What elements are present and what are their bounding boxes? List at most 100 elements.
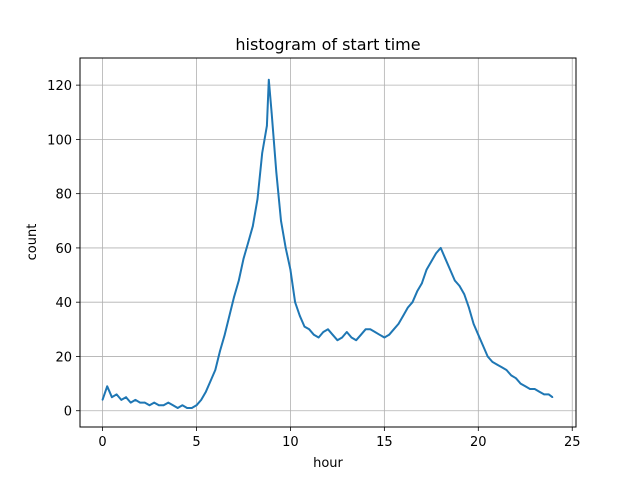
data-point bbox=[186, 407, 188, 409]
data-point bbox=[247, 241, 249, 244]
data-point bbox=[219, 350, 221, 352]
data-point bbox=[139, 401, 141, 404]
data-point bbox=[505, 369, 508, 371]
data-point bbox=[491, 361, 494, 363]
data-point bbox=[252, 225, 254, 227]
plot-frame bbox=[79, 57, 577, 428]
data-point bbox=[313, 334, 315, 336]
data-point bbox=[162, 404, 165, 407]
y-tick-label: 0 bbox=[64, 405, 72, 420]
plot-area bbox=[101, 78, 554, 409]
series-line bbox=[101, 78, 554, 409]
data-point bbox=[308, 328, 311, 331]
data-point bbox=[355, 339, 358, 342]
data-point bbox=[331, 334, 334, 336]
data-point bbox=[111, 396, 113, 399]
data-point bbox=[270, 111, 273, 114]
data-point bbox=[280, 220, 282, 222]
data-point bbox=[134, 399, 137, 401]
y-tick-label: 100 bbox=[47, 133, 72, 148]
x-axis-label: hour bbox=[313, 456, 343, 471]
data-point bbox=[369, 328, 372, 331]
data-point bbox=[477, 334, 480, 336]
data-point bbox=[223, 334, 226, 336]
data-point bbox=[129, 401, 132, 404]
data-point bbox=[482, 344, 484, 347]
data-point bbox=[416, 290, 419, 293]
data-point bbox=[191, 407, 193, 409]
data-point bbox=[360, 334, 362, 336]
data-point bbox=[341, 336, 343, 339]
data-point bbox=[529, 388, 531, 390]
x-tick-label: 10 bbox=[282, 435, 299, 450]
data-point bbox=[510, 374, 512, 377]
data-point bbox=[148, 404, 151, 407]
data-point bbox=[411, 301, 414, 304]
data-point bbox=[228, 315, 231, 317]
x-tick-label: 25 bbox=[564, 435, 581, 450]
data-point bbox=[299, 315, 301, 317]
data-point bbox=[176, 407, 179, 409]
data-point bbox=[101, 399, 104, 401]
data-point bbox=[317, 336, 320, 339]
data-point bbox=[294, 301, 296, 304]
data-point bbox=[402, 315, 405, 317]
data-point bbox=[519, 382, 522, 385]
data-point bbox=[266, 125, 268, 127]
data-point bbox=[468, 306, 470, 309]
data-point bbox=[458, 285, 461, 287]
y-tick-label: 20 bbox=[55, 350, 72, 365]
data-point bbox=[551, 396, 554, 399]
data-point bbox=[200, 399, 202, 401]
data-point bbox=[515, 377, 517, 380]
data-point bbox=[397, 323, 400, 325]
y-axis: 0 20 40 60 80 100 120 bbox=[47, 79, 80, 420]
data-point bbox=[439, 247, 442, 249]
data-point bbox=[533, 388, 536, 390]
data-point bbox=[195, 404, 198, 407]
data-point bbox=[472, 323, 475, 325]
data-point bbox=[383, 336, 386, 339]
data-point bbox=[538, 390, 541, 393]
data-point bbox=[496, 363, 498, 366]
data-point bbox=[289, 268, 292, 271]
data-point bbox=[115, 393, 118, 396]
chart-title: histogram of start time bbox=[235, 35, 420, 54]
data-point bbox=[454, 279, 456, 282]
x-axis: 0 5 10 15 20 25 bbox=[98, 427, 581, 450]
data-point bbox=[120, 399, 123, 401]
data-point bbox=[256, 198, 259, 200]
data-point bbox=[435, 252, 437, 255]
data-point bbox=[233, 296, 235, 298]
grid bbox=[80, 58, 576, 427]
data-point bbox=[284, 247, 287, 249]
data-point bbox=[364, 328, 367, 331]
data-point bbox=[144, 401, 146, 404]
data-point bbox=[346, 331, 348, 333]
x-tick-label: 20 bbox=[470, 435, 487, 450]
data-point bbox=[430, 260, 433, 263]
data-point bbox=[388, 334, 390, 336]
x-tick-label: 15 bbox=[376, 435, 393, 450]
data-point bbox=[378, 334, 381, 336]
x-tick-label: 0 bbox=[98, 435, 106, 450]
y-tick-label: 40 bbox=[55, 296, 72, 311]
data-point bbox=[393, 328, 395, 331]
data-point bbox=[501, 366, 503, 369]
data-point bbox=[336, 339, 339, 342]
data-point bbox=[463, 293, 466, 295]
data-point bbox=[322, 331, 325, 333]
data-point bbox=[167, 401, 170, 404]
data-point bbox=[327, 328, 329, 331]
data-point bbox=[548, 393, 550, 396]
data-point bbox=[242, 258, 245, 260]
data-point bbox=[209, 380, 212, 382]
data-point bbox=[181, 404, 184, 407]
data-point bbox=[268, 78, 270, 81]
data-point bbox=[449, 268, 451, 271]
data-point bbox=[303, 325, 306, 328]
y-tick-label: 80 bbox=[55, 188, 72, 203]
